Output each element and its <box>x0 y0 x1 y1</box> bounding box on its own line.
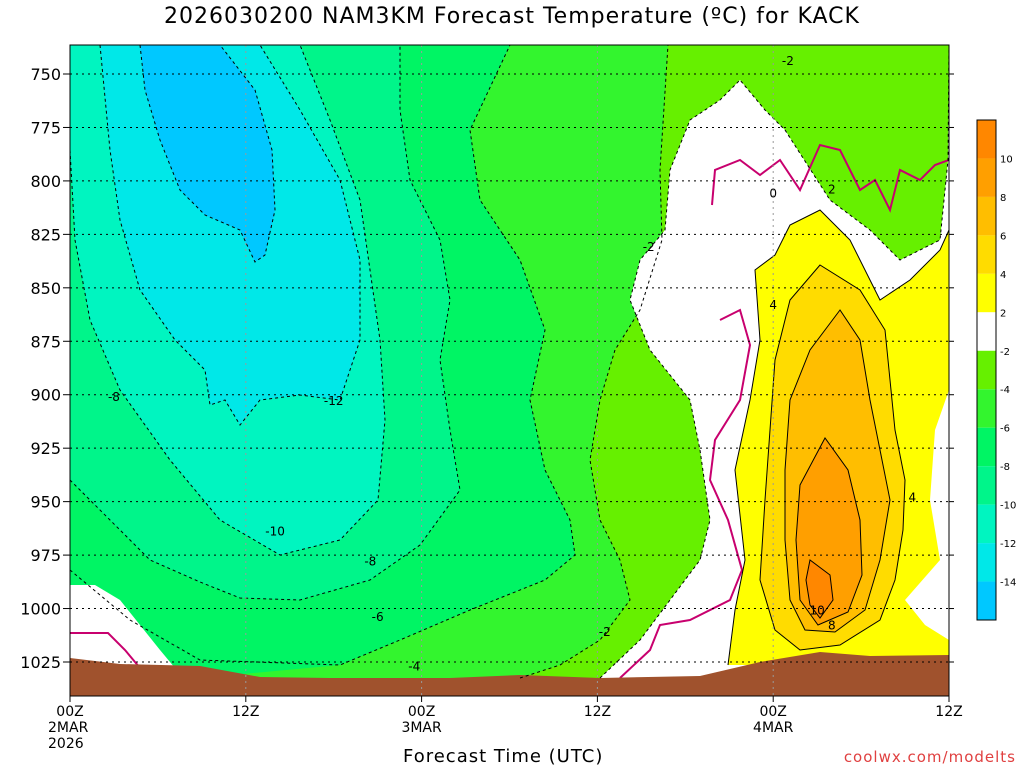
colorbar-label: -14 <box>1000 578 1016 589</box>
band-plus10 <box>806 560 833 618</box>
contour-minus10 <box>70 45 386 556</box>
x-tick-label: 12Z <box>584 704 611 720</box>
contour-label: -8 <box>108 390 120 404</box>
grid-lines <box>70 45 949 696</box>
plot-frame <box>69 44 950 697</box>
freezing-line-lower <box>619 308 752 679</box>
contour-label: 4 <box>909 490 917 504</box>
y-tick-label: 825 <box>30 225 61 244</box>
colorbar-label: -4 <box>1000 385 1010 396</box>
y-tick-label: 850 <box>30 279 61 298</box>
colorbar-label: -6 <box>1000 424 1010 435</box>
y-tick-label: 875 <box>30 332 61 351</box>
y-tick-label: 900 <box>30 386 61 405</box>
x-tick-sublabel-date: 3MAR <box>401 720 442 736</box>
x-tick-sublabel-date: 2MAR <box>48 720 89 736</box>
band-zero-left <box>70 585 175 668</box>
colorbar-label: 10 <box>1000 154 1013 165</box>
colorbar-label: -12 <box>1000 539 1016 550</box>
contour-minus8 <box>70 45 461 601</box>
x-tick-label: 00Z <box>56 704 83 720</box>
contour-label: 2 <box>828 182 836 196</box>
colorbar-swatch <box>977 543 996 582</box>
colorbar-swatch <box>977 158 996 197</box>
colorbar-swatch <box>977 350 996 390</box>
contour-plus8 <box>795 437 863 626</box>
y-tick-label: 775 <box>30 118 61 137</box>
chart-title: 2026030200 NAM3KM Forecast Temperature (… <box>164 4 860 29</box>
y-tick-label: 950 <box>30 493 61 512</box>
contour-labels: -2 0 2 -2 4 -8 -12 4 -10 -8 -6 108 -2 -4 <box>108 54 917 673</box>
colorbar-label: 6 <box>1000 231 1006 242</box>
band-minus14 <box>140 45 275 262</box>
contour-label: -6 <box>372 610 384 624</box>
contour-minus14 <box>139 45 276 263</box>
freezing-line-zero-c <box>711 143 949 213</box>
colorbar-label: 4 <box>1000 270 1006 281</box>
contour-label: 8 <box>828 619 836 633</box>
colorbar-swatch <box>977 312 996 351</box>
x-tick-label: 12Z <box>935 704 962 720</box>
y-tick-label: 750 <box>30 65 61 84</box>
colorbar-label: -8 <box>1000 462 1010 473</box>
colorbar-swatch <box>977 196 996 236</box>
contour-minus12 <box>99 45 361 426</box>
freezing-line-left <box>70 632 141 669</box>
contour-label: -4 <box>408 659 420 673</box>
colorbar-swatch <box>977 427 996 467</box>
x-tick-label: 00Z <box>408 704 435 720</box>
contour-label: -12 <box>324 394 344 408</box>
contour-label: -2 <box>643 240 655 254</box>
contour-label: -8 <box>364 555 376 569</box>
colorbar-label: -2 <box>1000 347 1010 358</box>
x-axis-label: Forecast Time (UTC) <box>403 746 604 767</box>
colorbar-swatch <box>977 466 996 505</box>
credit-link[interactable]: coolwx.com/modelts <box>843 748 1016 766</box>
x-tick-label: 12Z <box>232 704 259 720</box>
colorbar-label: 8 <box>1000 193 1006 204</box>
colorbar-frame <box>976 119 997 621</box>
x-tick-label: 00Z <box>759 704 786 720</box>
y-tick-label: 1000 <box>20 600 61 619</box>
contour-plus4 <box>759 264 906 651</box>
contour-plus10 <box>805 559 834 619</box>
contour-label: -2 <box>599 625 611 639</box>
colorbar-swatch <box>977 504 996 544</box>
colorbar-swatch <box>977 273 996 313</box>
contour-label: -10 <box>265 525 285 539</box>
x-tick-sublabel-date: 4MAR <box>753 720 794 736</box>
contour-label: 0 <box>769 187 777 201</box>
colorbar-swatch <box>977 120 996 159</box>
colorbar-swatch <box>977 235 996 274</box>
x-tick-sublabel-year: 2026 <box>48 736 84 752</box>
axes: 7507758008258508759009259509751000102500… <box>20 65 962 752</box>
contour-label: 4 <box>769 298 777 312</box>
y-tick-label: 1025 <box>20 653 61 672</box>
contour-minus2 <box>599 45 949 679</box>
y-tick-label: 925 <box>30 439 61 458</box>
contour-label: 10 <box>810 604 825 618</box>
temperature-fill-layer <box>70 45 949 696</box>
colorbar-swatch <box>977 389 996 428</box>
ground-terrain <box>70 652 949 696</box>
contour-plus2 <box>727 209 949 666</box>
colorbar-legend: 10 8 6 4 2 -2 -4 -6 -8 -10 -12 -14 <box>976 119 1016 621</box>
contour-label: -2 <box>782 54 794 68</box>
y-tick-label: 975 <box>30 546 61 565</box>
y-tick-label: 800 <box>30 172 61 191</box>
contour-plus6 <box>784 309 891 633</box>
colorbar-label: 2 <box>1000 308 1006 319</box>
colorbar-swatch <box>977 581 996 620</box>
colorbar-label: -10 <box>1000 501 1016 512</box>
